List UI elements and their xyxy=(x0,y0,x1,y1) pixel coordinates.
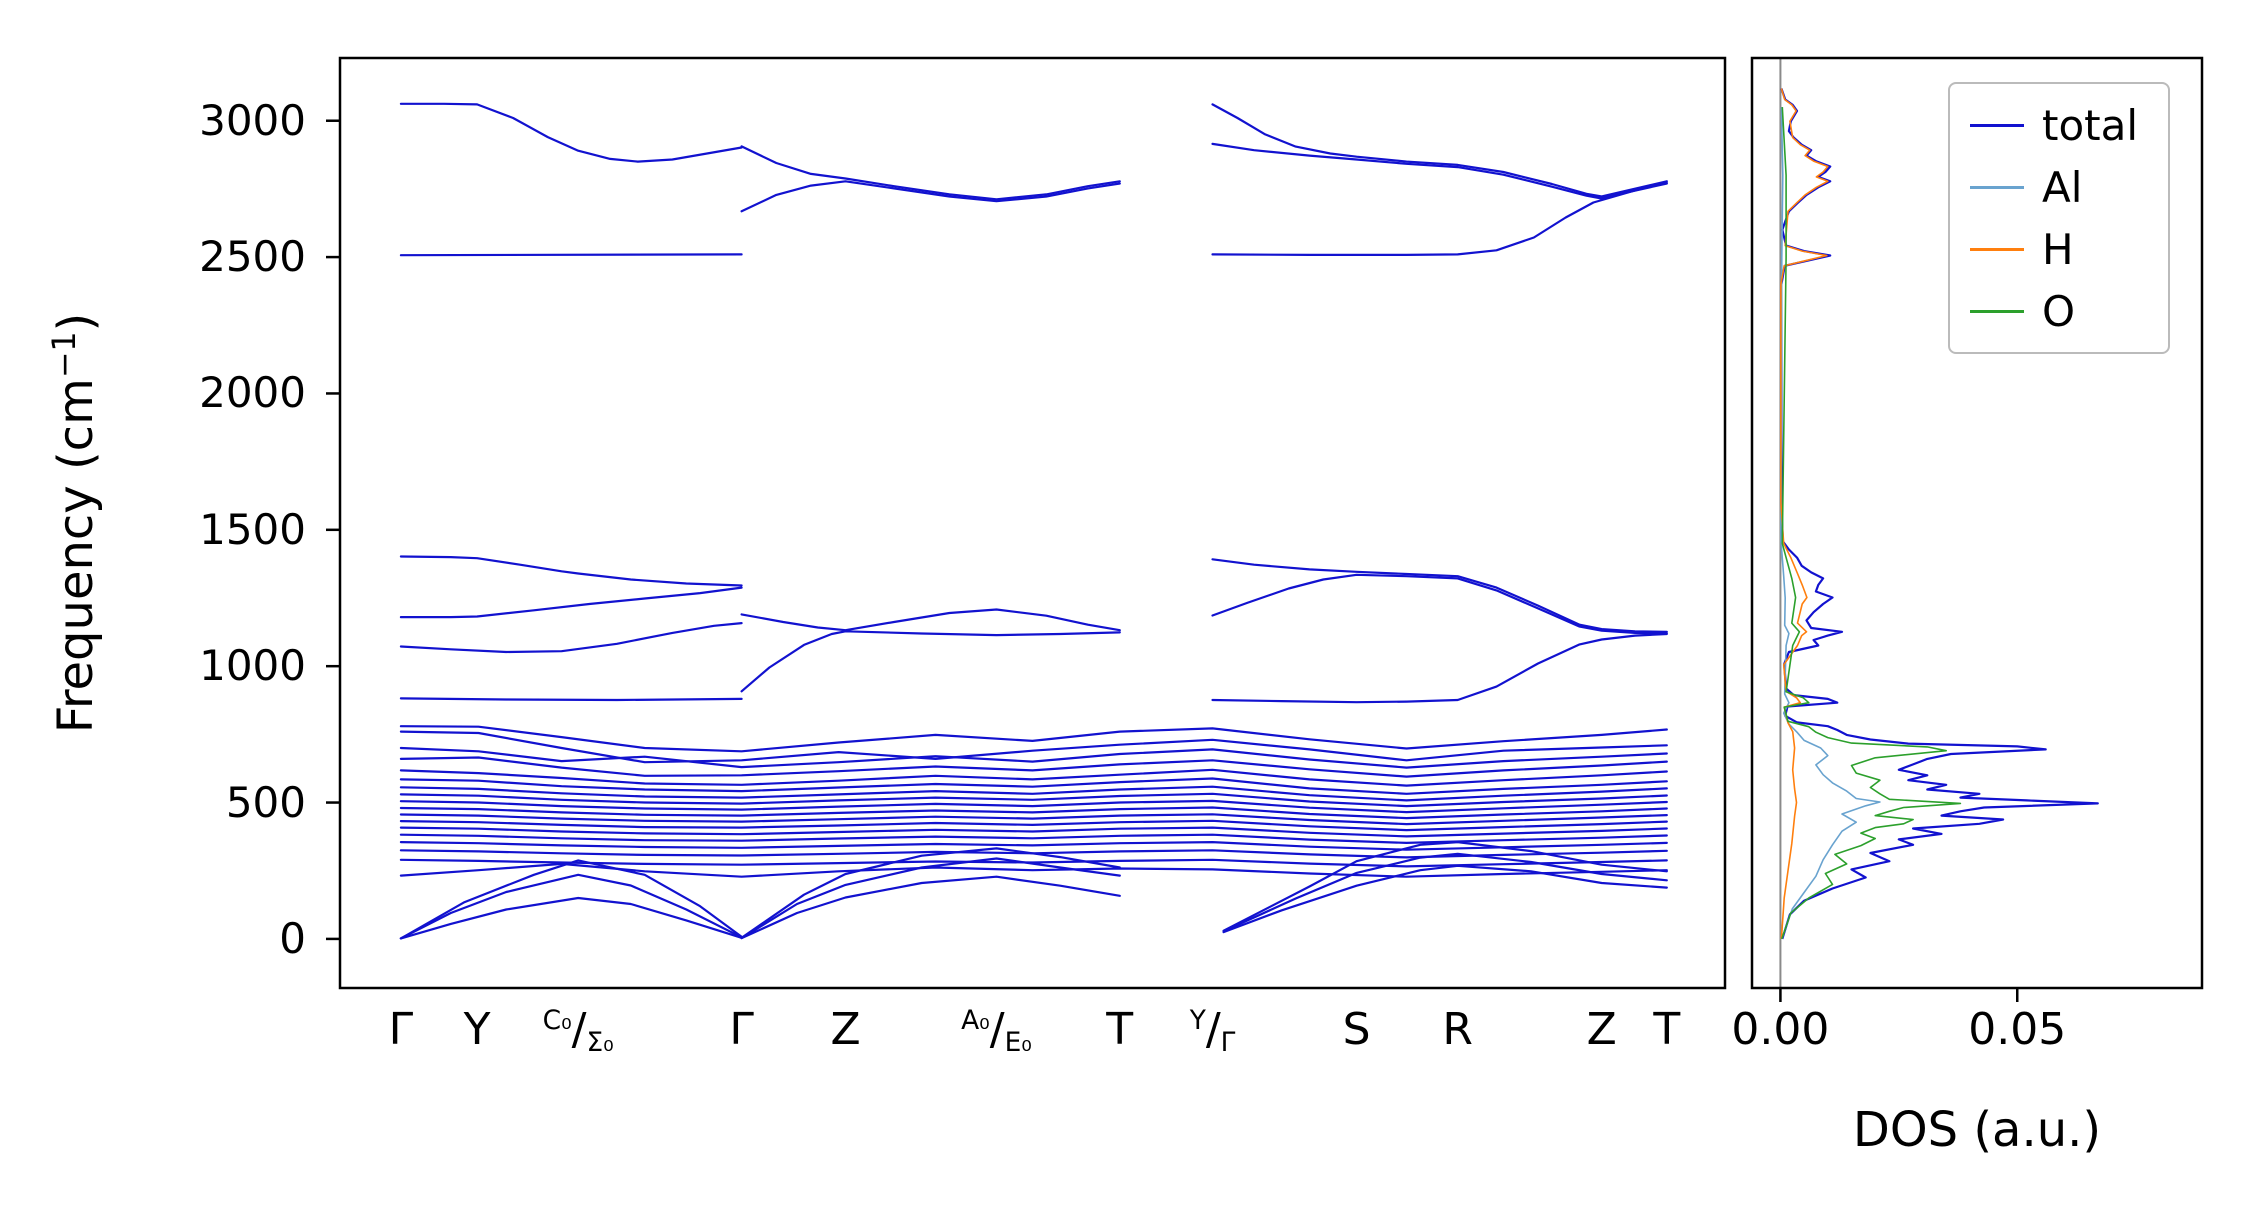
band-line xyxy=(1211,632,1668,704)
legend: total Al H O xyxy=(1948,82,2171,354)
band-axes-frame xyxy=(338,56,1727,990)
band-line xyxy=(399,859,743,940)
band-line xyxy=(399,792,1668,808)
dos-curve-O xyxy=(1781,107,1962,940)
band-line xyxy=(399,806,1668,820)
band-line xyxy=(399,697,743,702)
band-line xyxy=(1222,864,1668,934)
band-line xyxy=(740,180,1121,213)
band-line xyxy=(399,730,1668,764)
band-line xyxy=(399,785,1668,802)
band-line xyxy=(399,768,1668,787)
band-line xyxy=(399,799,1668,814)
dos-curve-Al xyxy=(1780,107,1881,940)
band-line xyxy=(740,847,1121,939)
legend-line-total xyxy=(1970,123,2024,127)
band-line xyxy=(1211,142,1668,200)
legend-label: total xyxy=(2042,100,2139,150)
band-line xyxy=(399,840,1668,851)
legend-item-H: H xyxy=(1970,220,2138,278)
legend-item-O: O xyxy=(1970,282,2138,340)
band-line xyxy=(399,896,743,940)
band-line xyxy=(399,813,1668,826)
band-line xyxy=(399,862,1668,878)
dos-curve-H xyxy=(1780,88,1829,939)
band-line xyxy=(399,586,743,619)
band-line xyxy=(399,873,743,940)
legend-line-O xyxy=(1970,309,2024,313)
band-line xyxy=(740,875,1121,940)
band-line xyxy=(1211,558,1668,633)
legend-label: Al xyxy=(2042,162,2083,212)
legend-item-Al: Al xyxy=(1970,158,2138,216)
band-line xyxy=(399,858,1668,868)
band-line xyxy=(1211,103,1668,198)
band-line xyxy=(740,145,1121,201)
band-line xyxy=(1211,573,1668,635)
band-line xyxy=(399,777,1668,795)
legend-line-H xyxy=(1970,247,2024,251)
band-line xyxy=(399,819,1668,832)
legend-item-total: total xyxy=(1970,96,2138,154)
band-line xyxy=(399,833,1668,845)
legend-label: H xyxy=(2042,224,2074,274)
band-line xyxy=(1211,181,1668,256)
band-line xyxy=(399,849,1668,859)
band-line xyxy=(740,630,1121,693)
band-line xyxy=(399,725,1668,753)
dos-axes-frame xyxy=(1750,56,2204,990)
band-line xyxy=(399,555,743,587)
legend-label: O xyxy=(2042,286,2076,336)
band-line xyxy=(399,253,743,257)
band-line xyxy=(399,102,743,163)
band-line xyxy=(399,756,1668,778)
band-line xyxy=(399,746,1668,769)
dos-curve-total xyxy=(1780,88,2099,940)
band-line xyxy=(740,608,1121,632)
band-line xyxy=(399,621,743,654)
legend-line-Al xyxy=(1970,185,2024,189)
band-line xyxy=(399,826,1668,838)
